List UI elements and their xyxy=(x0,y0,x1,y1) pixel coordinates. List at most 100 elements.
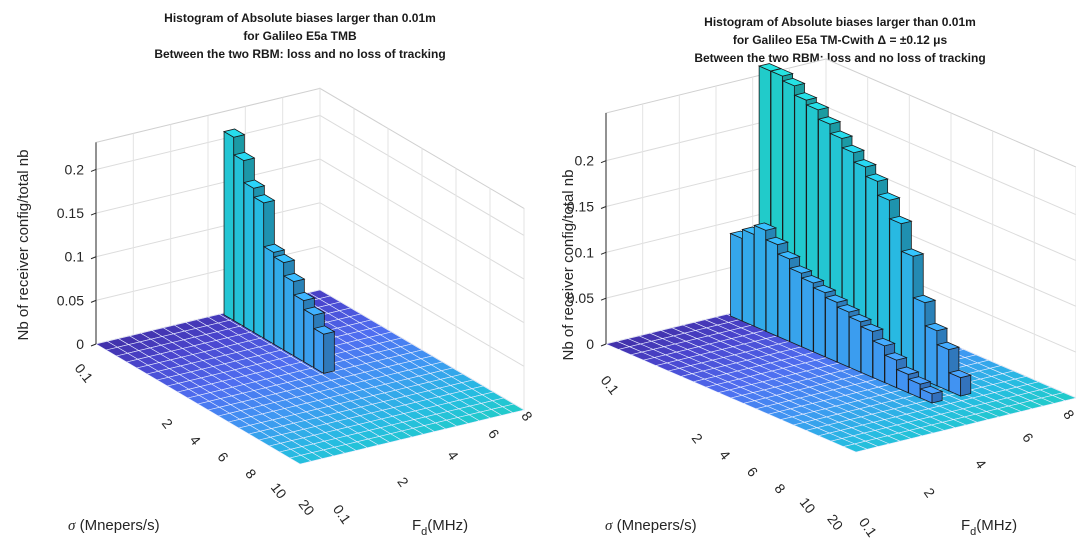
bar-top xyxy=(848,313,873,323)
bar-top xyxy=(764,236,790,246)
bar xyxy=(848,316,862,373)
bar xyxy=(753,224,767,332)
bar xyxy=(801,277,814,353)
z-tick-label: 0.2 xyxy=(575,153,595,169)
bar-top xyxy=(947,369,973,379)
y-axis-label: σ (Mnepers/s) xyxy=(68,517,160,534)
y-tick-label: 0.1 xyxy=(72,360,97,385)
bar xyxy=(913,297,926,382)
x-axis-label: Fd(MHz) xyxy=(412,517,468,538)
bar-top xyxy=(852,159,878,168)
z-tick-label: 0.05 xyxy=(567,290,594,306)
bar-top xyxy=(817,116,842,125)
bar-top xyxy=(252,194,276,204)
bar-top xyxy=(776,251,801,260)
bar-top xyxy=(888,215,913,225)
z-axis-label: Nb of receiver config/total nb xyxy=(560,170,577,361)
bar xyxy=(303,308,315,369)
y-tick-label: 6 xyxy=(214,449,232,465)
bar xyxy=(243,181,255,333)
bar-top xyxy=(292,291,316,302)
z-tick-label: 0.1 xyxy=(575,244,595,260)
x-axis-label: Fd(MHz) xyxy=(961,517,1017,538)
z-tick xyxy=(90,168,97,172)
bar-top xyxy=(824,294,849,303)
bar-top xyxy=(312,325,336,335)
bar xyxy=(777,253,790,343)
chart-title-line: Between the two RBM: loss and no loss of… xyxy=(154,47,445,61)
z-tick xyxy=(600,160,607,164)
y-tick-label: 0.1 xyxy=(598,372,623,397)
bar-top xyxy=(924,322,949,332)
z-tick-label: 0.05 xyxy=(57,292,84,308)
bar-top xyxy=(753,222,778,231)
bar-top xyxy=(262,243,286,253)
x-tick-label: 0.1 xyxy=(856,515,880,540)
bar-top xyxy=(282,272,306,283)
bar xyxy=(253,196,265,339)
z-tick-label: 0.2 xyxy=(65,161,85,177)
bar xyxy=(283,275,295,357)
z-tick xyxy=(600,206,607,209)
x-tick-label: 4 xyxy=(444,448,462,464)
bar xyxy=(924,325,938,387)
bar-top xyxy=(805,101,830,111)
bar-top xyxy=(936,341,961,351)
floor-cell xyxy=(842,443,868,453)
bar-top xyxy=(895,366,920,375)
y-axis-label: σ (Mnepers/s) xyxy=(605,517,697,534)
z-tick-label: 0.15 xyxy=(567,199,594,215)
z-tick-label: 0 xyxy=(76,336,84,352)
z-tick xyxy=(90,256,97,260)
bar-side xyxy=(960,374,972,397)
bar xyxy=(860,325,874,378)
bar-top xyxy=(829,130,854,139)
z-tick xyxy=(90,343,97,347)
x-tick-label: 4 xyxy=(972,456,990,472)
y-tick-label: 4 xyxy=(716,447,734,463)
z-tick xyxy=(600,343,607,347)
bar-top xyxy=(769,68,794,77)
bar-top xyxy=(912,294,937,304)
z-axis-label: Nb of receiver config/total nb xyxy=(15,150,32,341)
bar-top xyxy=(907,376,932,385)
bar-top xyxy=(836,304,861,313)
bar xyxy=(789,267,802,348)
chart-left-svg: Histogram of Absolute biases larger than… xyxy=(15,11,536,538)
bar-top xyxy=(788,265,813,274)
bar-top xyxy=(919,385,944,395)
x-tick-label: 2 xyxy=(921,485,939,501)
bar-top xyxy=(800,275,825,284)
bar-top xyxy=(812,284,837,294)
bar xyxy=(730,232,743,322)
y-tick-label: 6 xyxy=(744,464,762,480)
x-tick-label: 2 xyxy=(394,474,412,490)
y-tick-label: 8 xyxy=(771,481,789,497)
bar-top xyxy=(302,306,326,316)
bar-top xyxy=(841,144,866,154)
z-tick-label: 0 xyxy=(586,336,594,352)
z-tick xyxy=(90,299,97,303)
bar xyxy=(273,256,285,351)
x-tick-label: 6 xyxy=(485,426,503,442)
bar-top xyxy=(793,92,818,101)
bar-side xyxy=(323,331,335,374)
bar-top xyxy=(781,77,806,87)
bar-top xyxy=(900,248,925,257)
bar-top xyxy=(864,173,889,182)
z-tick-label: 0.1 xyxy=(65,249,85,265)
chart-title-line: for Galileo E5a TM-Cwith Δ = ±0.12 μs xyxy=(733,33,948,47)
bar xyxy=(765,239,779,337)
bar-top xyxy=(859,323,885,332)
x-tick-label: 0.1 xyxy=(330,502,354,527)
bar-top xyxy=(871,337,896,347)
bar-top xyxy=(883,352,908,361)
bar xyxy=(313,327,325,375)
bar-top xyxy=(242,179,266,189)
y-tick-label: 2 xyxy=(159,415,177,431)
y-tick-label: 10 xyxy=(797,494,819,516)
z-tick-label: 0.15 xyxy=(57,205,84,221)
bar xyxy=(293,294,305,363)
x-tick-label: 8 xyxy=(1060,407,1076,423)
bar xyxy=(825,296,838,363)
